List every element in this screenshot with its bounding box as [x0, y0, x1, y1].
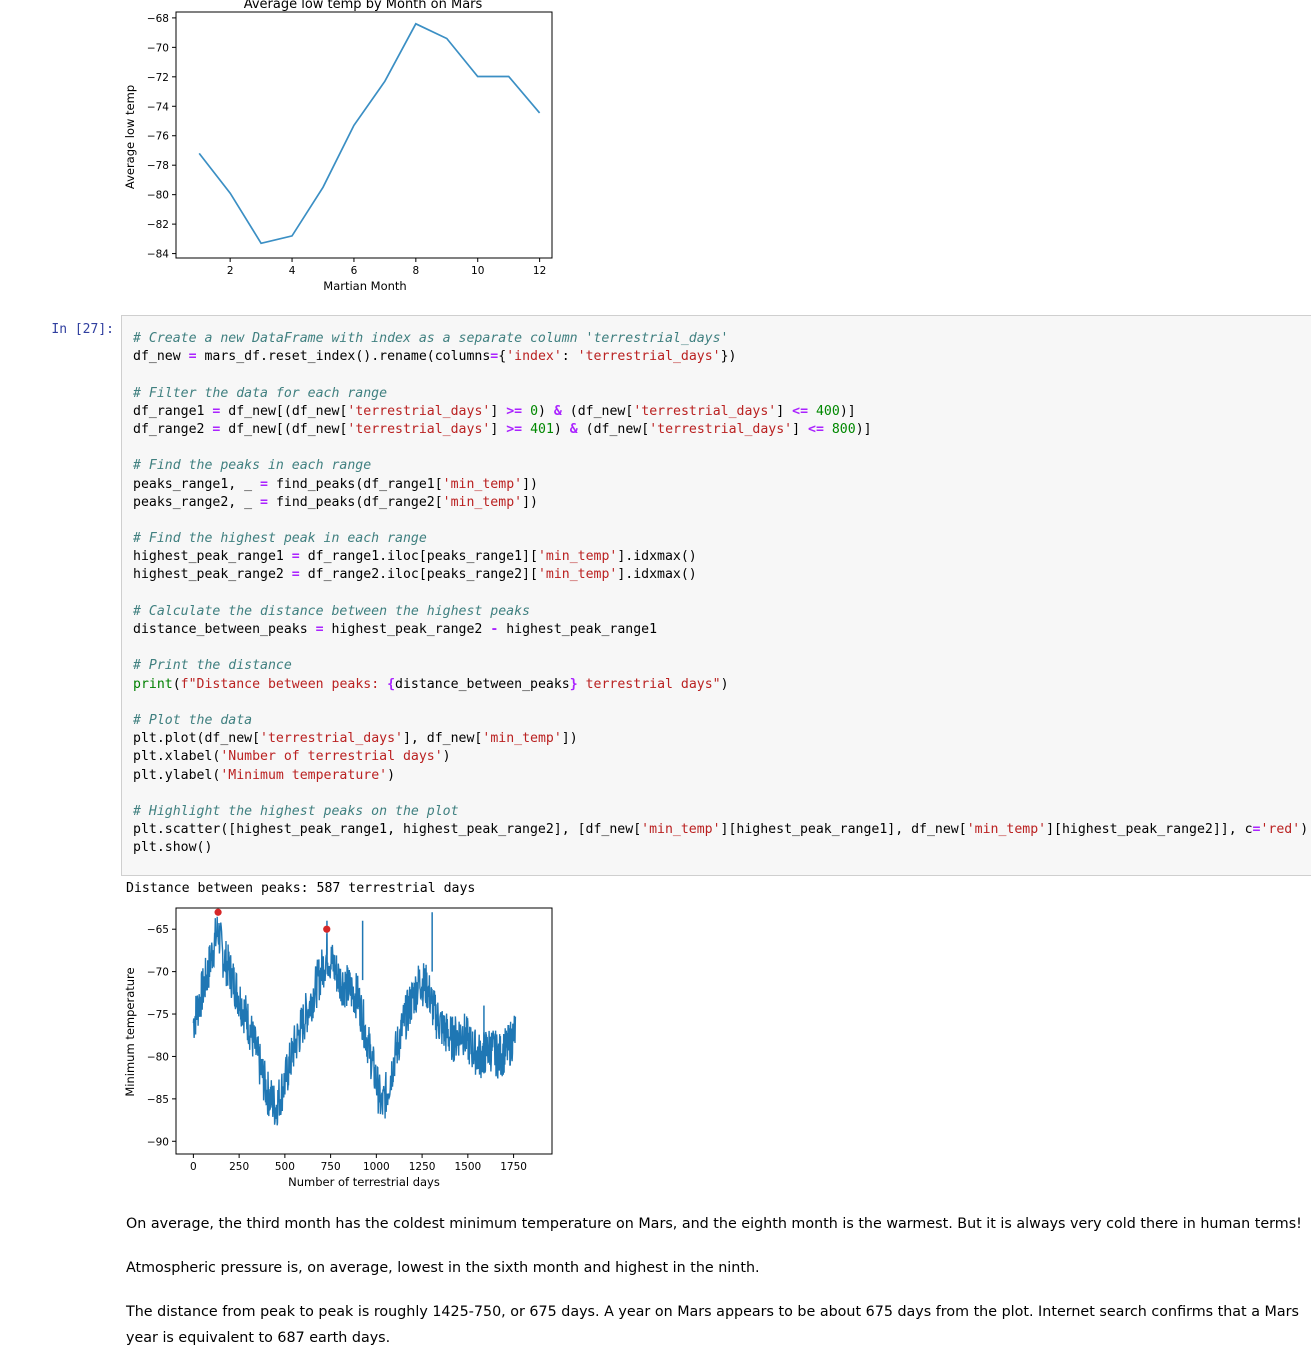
- y-tick-label: −90: [147, 1136, 169, 1148]
- code-line: peaks_range1, _ = find_peaks(df_range1['…: [133, 476, 538, 492]
- code-line: plt.plot(df_new['terrestrial_days'], df_…: [133, 731, 578, 747]
- y-tick-label: −74: [147, 101, 169, 113]
- code-line: highest_peak_range1 = df_range1.iloc[pea…: [133, 549, 697, 565]
- code-line: plt.ylabel('Minimum temperature'): [133, 767, 396, 783]
- x-tick-label: 0: [190, 1161, 197, 1173]
- y-tick-label: −84: [147, 249, 169, 261]
- chart-bottom-series-line: [192, 916, 517, 1126]
- code-line: # Find the peaks in each range: [133, 458, 372, 474]
- chart-bottom-xlabel: Number of terrestrial days: [288, 1175, 440, 1189]
- code-line: # Highlight the highest peaks on the plo…: [133, 803, 459, 819]
- code-line: [133, 639, 1308, 657]
- code-cell-editor[interactable]: # Create a new DataFrame with index as a…: [121, 315, 1311, 876]
- y-tick-label: −80: [147, 190, 169, 202]
- code-line: # Filter the data for each range: [133, 385, 388, 401]
- code-line: df_range1 = df_new[(df_new['terrestrial_…: [133, 403, 856, 419]
- code-line: plt.scatter([highest_peak_range1, highes…: [133, 822, 1309, 838]
- x-tick-label: 500: [275, 1161, 295, 1173]
- code-line: print(f"Distance between peaks: {distanc…: [133, 676, 729, 692]
- y-tick-label: −72: [147, 72, 169, 84]
- x-tick-label: 1750: [500, 1161, 527, 1173]
- y-tick-label: −65: [147, 924, 169, 936]
- y-tick-label: −80: [147, 1051, 169, 1063]
- min-temp-chart: −65 −70 −75 −80 −85 −90 0 250 500 750 1000 1250 150…: [123, 907, 553, 1189]
- x-tick-label: 12: [533, 265, 546, 277]
- x-tick-label: 1500: [454, 1161, 481, 1173]
- code-line: # Print the distance: [133, 658, 292, 674]
- code-line: plt.xlabel('Number of terrestrial days'): [133, 749, 451, 765]
- avg-low-temp-chart: Average low temp by Month on Mars −68 −70…: [123, 0, 553, 293]
- code-line: # Plot the data: [133, 712, 253, 728]
- y-tick-label: −70: [147, 967, 169, 979]
- code-line: distance_between_peaks = highest_peak_ra…: [133, 622, 658, 637]
- chart-top-ylabel: Average low temp: [123, 85, 137, 189]
- markdown-paragraph-3: The distance from peak to peak is roughl…: [126, 1304, 1299, 1346]
- code-line: [133, 785, 1308, 803]
- code-line: # Find the highest peak in each range: [133, 531, 427, 547]
- code-line: df_range2 = df_new[(df_new['terrestrial_…: [133, 421, 872, 437]
- y-tick-label: −78: [147, 160, 169, 172]
- peak-point: [323, 925, 331, 933]
- chart-top-series-line: [198, 22, 541, 245]
- cell-output-text: Distance between peaks: 587 terrestrial …: [126, 881, 476, 896]
- y-tick-label: −70: [147, 42, 169, 54]
- y-tick-label: −82: [147, 219, 169, 231]
- cell-prompt: In [27]:: [51, 322, 114, 337]
- code-line: plt.show(): [133, 840, 213, 856]
- markdown-paragraph-2: Atmospheric pressure is, on average, low…: [126, 1260, 760, 1276]
- x-tick-label: 1250: [409, 1161, 436, 1173]
- x-tick-label: 1000: [363, 1161, 390, 1173]
- y-tick-label: −68: [147, 13, 169, 25]
- chart-bottom-frame: [175, 907, 553, 1155]
- y-tick-label: −85: [147, 1094, 169, 1106]
- chart-top-frame: [175, 11, 553, 259]
- x-tick-label: 10: [471, 265, 484, 277]
- code-line: peaks_range2, _ = find_peaks(df_range2['…: [133, 494, 538, 510]
- code-line: # Calculate the distance between the hig…: [133, 603, 530, 619]
- code-line: [133, 512, 1308, 530]
- chart-top-xlabel: Martian Month: [323, 279, 406, 293]
- code-line: [133, 694, 1308, 712]
- code-line: highest_peak_range2 = df_range2.iloc[pea…: [133, 567, 697, 583]
- chart-top-title: Average low temp by Month on Mars: [244, 0, 483, 12]
- x-tick-label: 250: [229, 1161, 249, 1173]
- y-tick-label: −75: [147, 1009, 169, 1021]
- chart-bottom-ylabel: Minimum temperature: [123, 967, 137, 1096]
- x-tick-label: 750: [321, 1161, 341, 1173]
- code-line: [133, 366, 1308, 384]
- x-tick-label: 2: [227, 265, 234, 277]
- code-block[interactable]: # Create a new DataFrame with index as a…: [133, 330, 1308, 857]
- code-line: # Create a new DataFrame with index as a…: [133, 331, 729, 346]
- peak-point: [214, 908, 222, 916]
- code-line: [133, 439, 1308, 457]
- y-tick-label: −76: [147, 131, 169, 143]
- x-tick-label: 4: [289, 265, 296, 277]
- x-tick-label: 8: [412, 265, 419, 277]
- x-tick-label: 6: [351, 265, 358, 277]
- code-line: [133, 585, 1308, 603]
- markdown-paragraph-1: On average, the third month has the cold…: [126, 1216, 1302, 1232]
- code-line: df_new = mars_df.reset_index().rename(co…: [133, 349, 737, 365]
